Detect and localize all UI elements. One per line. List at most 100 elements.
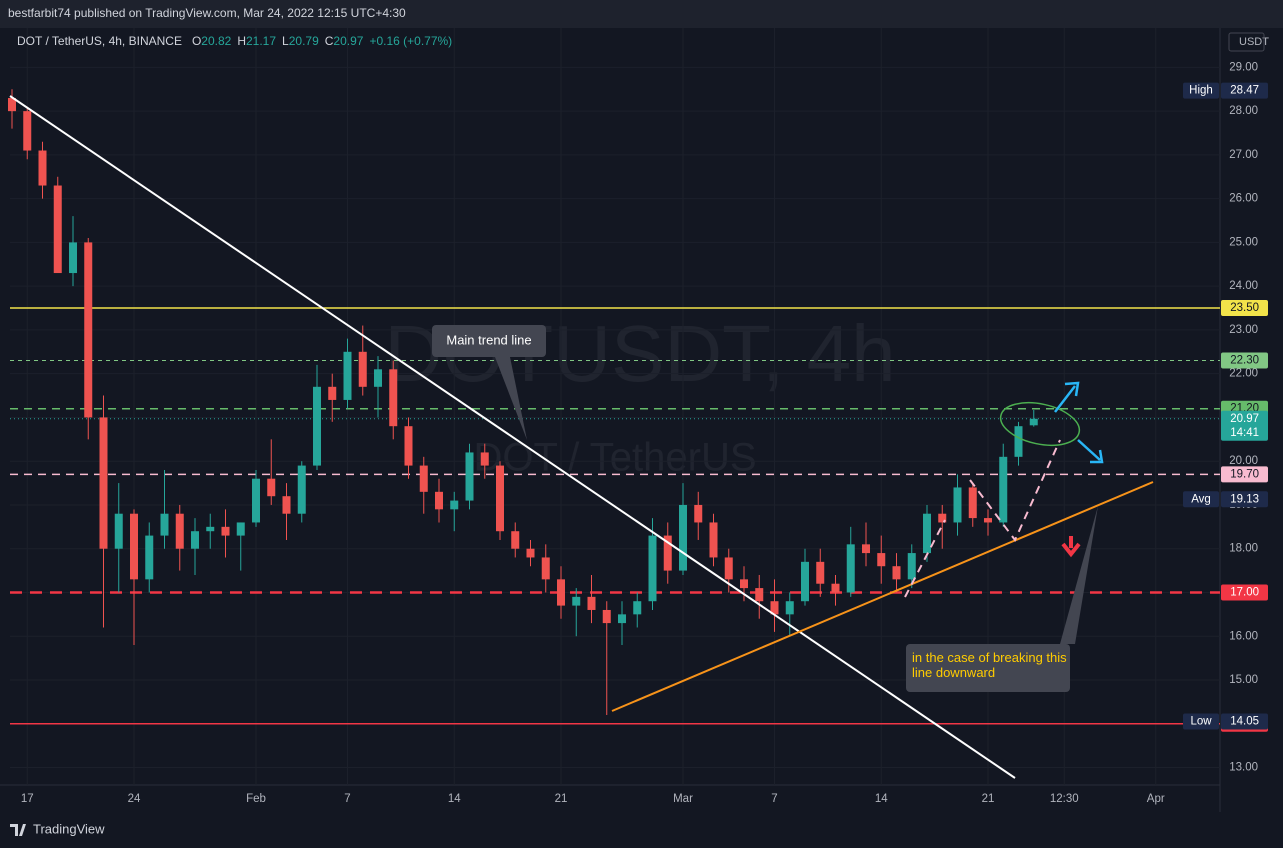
support-trend-line xyxy=(611,481,1154,712)
candle-body xyxy=(175,513,184,549)
x-tick-label: Feb xyxy=(246,793,266,805)
candle-body xyxy=(160,513,169,536)
main-trend-line xyxy=(9,95,1016,779)
candle-body xyxy=(679,504,687,571)
candle-body xyxy=(831,583,840,593)
price-label-box xyxy=(1221,300,1268,317)
candle-body xyxy=(633,601,642,615)
marker-name: Low xyxy=(1190,716,1212,728)
levels: 23.5022.3021.2019.7017.0014.0020.9714:41… xyxy=(10,82,1268,732)
candle-body xyxy=(557,579,565,606)
candle-body xyxy=(313,386,321,466)
arrow-down xyxy=(1077,439,1104,464)
price-label: 19.70 xyxy=(1230,468,1259,480)
symbol: DOT / TetherUS, 4h, BINANCE xyxy=(17,34,182,48)
x-tick-label: 17 xyxy=(21,793,34,805)
y-tick-label: 28.00 xyxy=(1229,105,1258,117)
candle-body xyxy=(99,417,108,549)
candle-body xyxy=(282,496,291,514)
candle-body xyxy=(755,588,764,602)
ohlc-value: 21.17 xyxy=(246,34,276,48)
arrow-up xyxy=(1054,381,1080,413)
candle-body xyxy=(862,544,870,554)
candle-body xyxy=(404,426,413,466)
candle-body xyxy=(8,98,16,112)
x-tick-label: 24 xyxy=(128,793,141,805)
candle-body xyxy=(435,491,443,510)
projection xyxy=(904,519,946,598)
highlight xyxy=(999,401,1081,447)
callout xyxy=(906,644,1070,692)
last-price-box xyxy=(1221,410,1268,441)
candle-body xyxy=(38,150,47,186)
currency: USDT xyxy=(1239,36,1269,48)
callout-pointer xyxy=(495,357,527,440)
marker-value-box xyxy=(1221,713,1268,730)
candle-body xyxy=(984,518,992,523)
marker-name-box xyxy=(1183,491,1219,508)
y-tick-label: 26.00 xyxy=(1229,193,1258,205)
y-tick-label: 22.00 xyxy=(1229,368,1258,380)
price-label: 22.30 xyxy=(1230,355,1259,367)
candle-body xyxy=(877,553,886,567)
candle-body xyxy=(23,111,32,151)
candle-body xyxy=(389,369,398,427)
brand: TradingView xyxy=(33,821,105,836)
x-tick-label: 14 xyxy=(448,793,461,805)
bottom-bar xyxy=(0,812,1283,848)
candle-body xyxy=(770,601,779,615)
candle-body xyxy=(724,557,733,580)
x-tick-label: 12:30 xyxy=(1050,793,1079,805)
candle-body xyxy=(84,242,93,418)
candle-body xyxy=(53,185,62,274)
candle-body xyxy=(358,351,367,387)
x-tick-label: 7 xyxy=(771,793,777,805)
top-bar xyxy=(0,0,1283,28)
price-label: 17.00 xyxy=(1230,586,1259,598)
countdown: 14:41 xyxy=(1230,427,1259,439)
y-tick-label: 15.00 xyxy=(1229,674,1258,686)
candle-body xyxy=(236,522,245,536)
candle-body xyxy=(206,526,215,532)
candle-body xyxy=(648,535,657,602)
candle-body xyxy=(526,548,535,558)
candle-body xyxy=(480,452,489,466)
x-tick-label: Mar xyxy=(673,793,693,805)
candle-body xyxy=(785,601,794,615)
candle-body xyxy=(618,614,626,624)
candle-body xyxy=(450,500,459,510)
candle-body xyxy=(374,369,382,387)
currency-box xyxy=(1228,32,1265,52)
candle-body xyxy=(145,535,154,580)
x-tick-label: 21 xyxy=(982,793,995,805)
candle-body xyxy=(968,487,977,519)
y-tick-label: 13.00 xyxy=(1229,762,1258,774)
price-label: 23.50 xyxy=(1230,302,1259,314)
y-tick-label: 16.00 xyxy=(1229,630,1258,642)
y-tick-label: 23.00 xyxy=(1229,324,1258,336)
marker-value: 14.05 xyxy=(1230,716,1259,728)
ohlc-key: L xyxy=(282,34,289,48)
marker-name: Avg xyxy=(1191,493,1211,505)
y-tick-label: 29.00 xyxy=(1229,61,1258,73)
callout xyxy=(432,325,546,357)
candles xyxy=(8,89,1038,715)
candle-body xyxy=(694,504,703,523)
candle-body xyxy=(114,513,123,549)
candle-body xyxy=(709,522,718,558)
ohlc-value: 20.79 xyxy=(289,34,319,48)
candle-body xyxy=(816,561,825,584)
y-tick-label: 24.00 xyxy=(1229,280,1258,292)
projection xyxy=(969,439,1061,542)
price-label-box xyxy=(1221,466,1268,483)
candle-body xyxy=(419,465,428,492)
ohlc-key: H xyxy=(237,34,246,48)
candle-body xyxy=(572,596,581,606)
marker-name: High xyxy=(1189,85,1213,97)
candle-body xyxy=(328,386,337,400)
y-tick-label: 27.00 xyxy=(1229,149,1258,161)
candle-body xyxy=(1014,426,1023,457)
